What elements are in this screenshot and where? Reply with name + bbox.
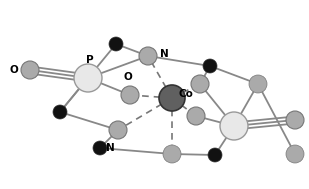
Text: P: P xyxy=(86,55,94,65)
Circle shape xyxy=(163,145,181,163)
Circle shape xyxy=(93,141,107,155)
Circle shape xyxy=(208,148,222,162)
Circle shape xyxy=(249,75,267,93)
Circle shape xyxy=(109,37,123,51)
Circle shape xyxy=(159,85,185,111)
Circle shape xyxy=(139,47,157,65)
Text: O: O xyxy=(10,65,18,75)
Circle shape xyxy=(203,59,217,73)
Text: Co: Co xyxy=(179,89,193,99)
Text: N: N xyxy=(160,49,168,59)
Text: N: N xyxy=(106,143,114,153)
Circle shape xyxy=(187,107,205,125)
Circle shape xyxy=(286,111,304,129)
Text: O: O xyxy=(124,72,132,82)
Circle shape xyxy=(53,105,67,119)
Circle shape xyxy=(286,145,304,163)
Circle shape xyxy=(21,61,39,79)
Circle shape xyxy=(74,64,102,92)
Circle shape xyxy=(109,121,127,139)
Circle shape xyxy=(121,86,139,104)
Circle shape xyxy=(220,112,248,140)
Circle shape xyxy=(191,75,209,93)
